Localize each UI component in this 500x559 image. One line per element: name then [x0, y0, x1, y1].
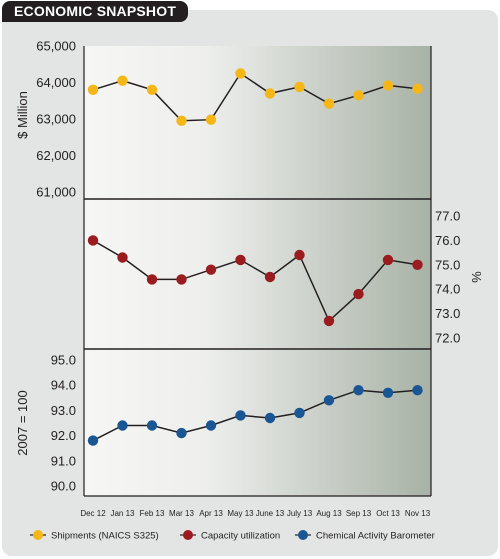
y-tick-label: 94.0 — [51, 378, 76, 393]
data-point — [294, 81, 305, 93]
series-line — [92, 239, 418, 323]
legend-marker — [183, 530, 193, 540]
y-tick-label: 65,000 — [36, 39, 76, 54]
y-tick-label: 64,000 — [36, 75, 76, 90]
x-tick-label: May 13 — [227, 509, 254, 518]
y-axis-label: 2007 = 100 — [15, 390, 30, 455]
data-point — [382, 254, 394, 266]
data-point — [353, 90, 364, 101]
x-tick-label: Jan 13 — [110, 509, 135, 518]
y-tick-label: 62,000 — [36, 148, 76, 163]
data-point — [117, 420, 128, 431]
data-point — [235, 254, 246, 266]
y-tick-label: 61,000 — [36, 185, 76, 200]
data-point — [205, 114, 217, 125]
x-tick-label: Dec 12 — [80, 509, 106, 518]
data-point — [323, 315, 335, 327]
y-tick-label: 91.0 — [51, 453, 76, 468]
data-point — [412, 385, 423, 396]
legend-marker — [298, 530, 308, 540]
data-point — [382, 387, 394, 398]
data-point — [117, 75, 128, 86]
legend-label: Shipments (NAICS S325) — [51, 531, 159, 542]
data-point — [382, 80, 394, 91]
y-tick-label: 76.0 — [435, 233, 460, 248]
data-point — [235, 410, 246, 421]
y-tick-label: 73.0 — [435, 306, 460, 321]
legend-label: Chemical Activity Barometer — [316, 531, 435, 542]
x-tick-label: Feb 13 — [140, 509, 165, 518]
data-point — [176, 274, 187, 285]
x-tick-label: Oct 13 — [376, 509, 400, 518]
data-point — [205, 420, 217, 431]
data-point — [87, 235, 99, 246]
x-tick-label: June 13 — [256, 509, 285, 518]
y-tick-label: 93.0 — [51, 403, 76, 418]
data-point — [235, 68, 246, 79]
data-point — [117, 252, 128, 263]
data-point — [323, 98, 335, 109]
legend-marker — [33, 530, 43, 540]
data-point — [412, 83, 423, 94]
x-tick-label: Sep 13 — [346, 509, 372, 518]
x-tick-label: Mar 13 — [169, 509, 194, 518]
data-point — [323, 395, 335, 406]
data-point — [264, 88, 276, 99]
data-point — [353, 288, 364, 300]
data-point — [87, 84, 99, 96]
y-axis-label: $ Million — [15, 91, 30, 139]
data-point — [294, 249, 305, 261]
y-tick-label: 74.0 — [435, 282, 460, 297]
data-point — [294, 407, 305, 419]
x-tick-label: Nov 13 — [405, 509, 431, 518]
y-tick-label: 92.0 — [51, 428, 76, 443]
data-point — [353, 385, 364, 396]
data-point — [176, 427, 187, 439]
data-point — [412, 259, 423, 270]
y-tick-label: 77.0 — [435, 209, 460, 224]
data-point — [264, 271, 276, 283]
y-tick-label: 63,000 — [36, 112, 76, 127]
y-tick-label: 72.0 — [435, 331, 460, 346]
legend-label: Capacity utilization — [201, 531, 280, 542]
data-point — [146, 420, 158, 431]
y-axis-label: % — [469, 271, 484, 283]
y-tick-label: 75.0 — [435, 257, 460, 272]
page-title: ECONOMIC SNAPSHOT — [2, 1, 189, 22]
x-tick-label: July 13 — [287, 509, 313, 518]
data-point — [264, 412, 276, 424]
data-point — [146, 274, 158, 285]
y-tick-label: 95.0 — [51, 353, 76, 368]
data-point — [176, 115, 187, 127]
data-point — [146, 84, 158, 96]
y-tick-label: 90.0 — [51, 479, 76, 494]
x-tick-label: Aug 13 — [316, 509, 342, 518]
data-point — [205, 264, 217, 275]
x-tick-label: Apr 13 — [199, 509, 223, 518]
data-point — [87, 435, 99, 446]
